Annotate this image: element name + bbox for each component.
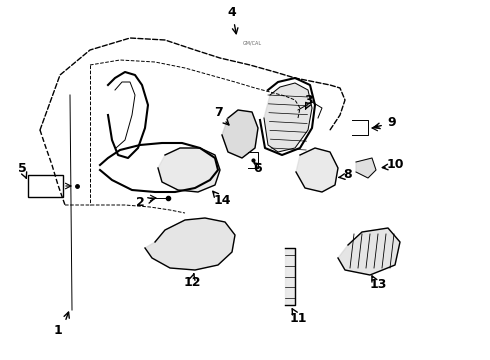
Polygon shape <box>145 218 235 270</box>
Text: 14: 14 <box>213 194 231 207</box>
Polygon shape <box>356 158 376 178</box>
Polygon shape <box>296 148 338 192</box>
Text: GM/CAL: GM/CAL <box>243 40 262 45</box>
Text: 9: 9 <box>388 116 396 129</box>
Polygon shape <box>285 248 295 305</box>
Text: 8: 8 <box>343 168 352 181</box>
Text: 10: 10 <box>386 158 404 171</box>
Text: 7: 7 <box>214 105 222 118</box>
FancyBboxPatch shape <box>28 175 63 197</box>
Text: 1: 1 <box>53 324 62 337</box>
Text: 2: 2 <box>136 197 145 210</box>
Text: 12: 12 <box>183 275 201 288</box>
Text: 3: 3 <box>304 94 312 107</box>
Text: 5: 5 <box>18 162 26 175</box>
Polygon shape <box>264 83 312 152</box>
Polygon shape <box>338 228 400 275</box>
Text: 6: 6 <box>254 162 262 175</box>
Polygon shape <box>158 148 220 192</box>
Text: 4: 4 <box>228 5 236 18</box>
Polygon shape <box>222 110 258 158</box>
Text: 11: 11 <box>289 311 307 324</box>
Text: 13: 13 <box>369 279 387 292</box>
